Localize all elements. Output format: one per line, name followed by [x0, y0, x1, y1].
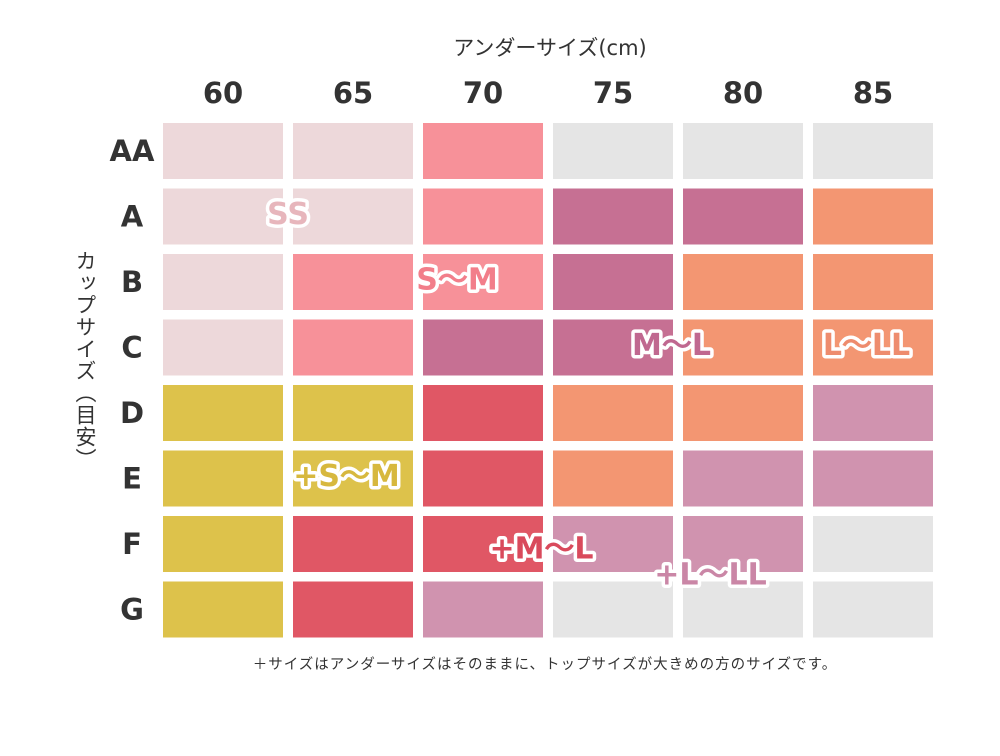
heatmap-cell: [293, 254, 413, 310]
heatmap-cell: [293, 450, 413, 507]
heatmap-cell: [683, 319, 803, 376]
heatmap-cell: [163, 516, 283, 572]
y-tick-label: A: [121, 200, 144, 234]
heatmap-cell: [163, 319, 283, 376]
footnote: ＋サイズはアンダーサイズはそのままに、トップサイズが大きめの方のサイズです。: [252, 657, 838, 673]
y-tick-label: G: [120, 593, 144, 627]
x-tick-label: 80: [723, 76, 763, 110]
heatmap-cell: [683, 188, 803, 245]
y-tick-label: E: [122, 462, 142, 496]
heatmap-cell: [553, 188, 673, 245]
heatmap-cell: [163, 450, 283, 507]
heatmap-cell: [553, 319, 673, 376]
group-label: +M～L: [489, 531, 593, 566]
x-tick-label: 70: [463, 76, 503, 110]
heatmap-cell: [683, 123, 803, 179]
group-label: +S～M: [293, 459, 400, 494]
y-axis-title: カップサイズ（目安）: [73, 250, 97, 470]
heatmap-cell: [553, 516, 673, 572]
group-label: SS: [267, 197, 309, 232]
heatmap-cell: [683, 450, 803, 507]
heatmap-cell: [293, 581, 413, 638]
heatmap-cell: [553, 123, 673, 179]
heatmap-cell: [423, 516, 543, 572]
heatmap-cell: [293, 188, 413, 245]
heatmap-cell: [293, 319, 413, 376]
heatmap-cell: [553, 254, 673, 310]
heatmap-cell: [813, 450, 933, 507]
x-tick-label: 65: [333, 76, 373, 110]
heatmap-cell: [423, 385, 543, 441]
heatmap-cell: [423, 450, 543, 507]
y-tick-label: B: [121, 265, 143, 299]
y-tick-label: D: [120, 396, 144, 430]
heatmap-cell: [813, 385, 933, 441]
heatmap-cell: [813, 581, 933, 638]
heatmap-cell: [163, 581, 283, 638]
y-tick-label: F: [122, 527, 142, 561]
heatmap-cell: [163, 123, 283, 179]
heatmap-cell: [813, 123, 933, 179]
heatmap-cell: [813, 254, 933, 310]
heatmap-cell: [813, 516, 933, 572]
group-label: +L～LL: [654, 557, 767, 592]
heatmap-cell: [553, 581, 673, 638]
heatmap-cell: [163, 188, 283, 245]
group-label: L～LL: [823, 328, 910, 363]
heatmap-cell: [293, 123, 413, 179]
x-axis-title: アンダーサイズ(cm): [453, 36, 647, 60]
group-label: M～L: [632, 328, 711, 363]
heatmap-cell: [813, 319, 933, 376]
heatmap-cell: [163, 385, 283, 441]
heatmap-cell: [423, 581, 543, 638]
x-tick-label: 60: [203, 76, 243, 110]
heatmap-cell: [163, 254, 283, 310]
heatmap-cell: [553, 385, 673, 441]
heatmap-cell: [683, 385, 803, 441]
heatmap-cell: [423, 319, 543, 376]
group-label: S～M: [416, 263, 497, 298]
heatmap-cell: [293, 516, 413, 572]
y-tick-label: C: [121, 331, 142, 365]
heatmap-cell: [423, 254, 543, 310]
heatmap-cell: [423, 123, 543, 179]
heatmap-cell: [293, 385, 413, 441]
heatmap-cell: [683, 581, 803, 638]
x-tick-label: 85: [853, 76, 893, 110]
x-tick-label: 75: [593, 76, 633, 110]
y-tick-label: AA: [110, 134, 155, 168]
heatmap-cell: [423, 188, 543, 245]
heatmap-cell: [683, 254, 803, 310]
heatmap-cell: [553, 450, 673, 507]
heatmap-cell: [683, 516, 803, 572]
heatmap-cell: [813, 188, 933, 245]
